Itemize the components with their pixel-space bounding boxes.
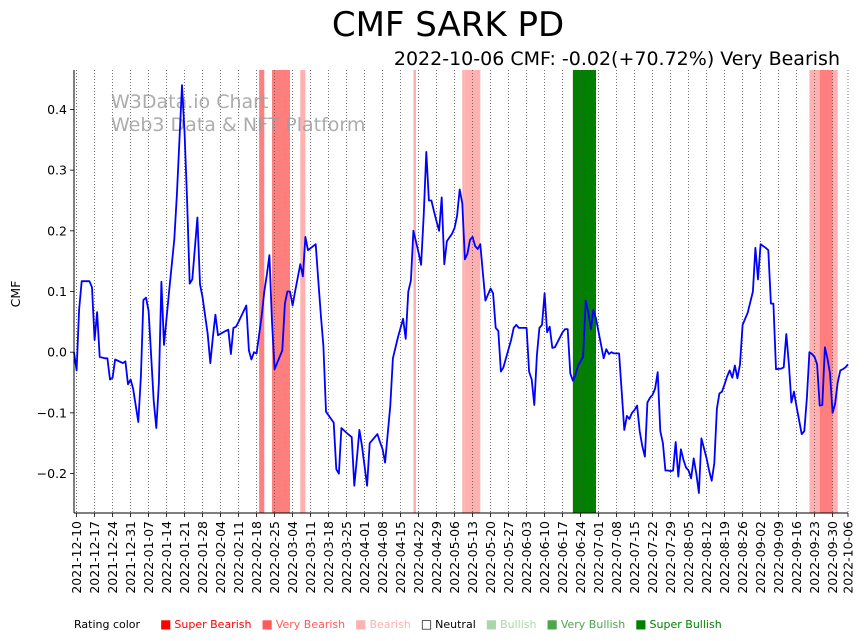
legend-swatch: ■ — [160, 617, 172, 631]
x-tick-label: 2022-02-11 — [231, 521, 246, 594]
x-tick-label: 2022-05-13 — [465, 521, 480, 594]
legend-label: Very Bearish — [275, 617, 346, 631]
x-tick-label: 2021-12-24 — [105, 521, 120, 594]
x-tick-label: 2022-09-30 — [825, 521, 840, 594]
legend-item: ■ Bearish — [355, 617, 411, 631]
x-tick-label: 2022-01-07 — [141, 521, 156, 594]
x-tick-label: 2022-03-18 — [321, 521, 336, 594]
x-tick-label: 2022-01-21 — [177, 521, 192, 594]
x-axis-ticks: 2021-12-10 2021-12-17 2021-12-24 2021-12-31… — [69, 513, 856, 594]
x-tick-label: 2022-06-24 — [573, 521, 588, 594]
vertical-grid — [76, 70, 849, 513]
rating-legend: Rating color ■ Super Bearish ■ Very Bearish… — [74, 617, 732, 631]
legend-label: Neutral — [435, 617, 476, 631]
x-tick-label: 2022-10-06 — [841, 521, 856, 594]
x-tick-label: 2022-09-16 — [789, 521, 804, 594]
x-tick-label: 2022-02-25 — [267, 521, 282, 594]
x-tick-label: 2022-07-01 — [591, 521, 606, 594]
legend-swatch: ■ — [261, 617, 273, 631]
y-tick-label: 0.1 — [47, 284, 67, 299]
legend-swatch: □ — [420, 617, 433, 631]
y-tick-label: 0.4 — [47, 102, 67, 117]
x-tick-label: 2022-03-25 — [339, 521, 354, 594]
x-tick-label: 2022-07-29 — [663, 521, 678, 594]
x-tick-label: 2021-12-31 — [123, 521, 138, 594]
x-tick-label: 2022-07-22 — [645, 521, 660, 594]
rating-band-bearish — [464, 70, 481, 513]
legend-caption: Rating color — [74, 617, 141, 631]
x-tick-label: 2022-05-27 — [501, 521, 516, 594]
legend-item: □ Neutral — [421, 617, 476, 631]
y-axis-ticks: −0.2 −0.1 0.0 0.1 0.2 0.3 0.4 — [37, 102, 74, 481]
y-tick-label: −0.2 — [37, 466, 67, 481]
y-tick-label: 0.0 — [47, 345, 67, 360]
y-axis-label: CMF — [8, 281, 23, 308]
x-tick-label: 2022-03-04 — [285, 521, 300, 594]
rating-band-bearish — [809, 70, 820, 513]
y-tick-label: 0.3 — [47, 163, 67, 178]
legend-item: ■ Super Bearish — [160, 617, 251, 631]
x-tick-label: 2022-06-17 — [555, 521, 570, 594]
legend-label: Super Bearish — [174, 617, 252, 631]
legend-swatch: ■ — [546, 617, 558, 631]
x-tick-label: 2022-09-23 — [807, 521, 822, 594]
x-tick-label: 2022-08-26 — [735, 521, 750, 594]
legend-items: ■ Super Bearish ■ Very Bearish ■ Bearish □ Neut… — [160, 617, 732, 631]
rating-band-bearish — [300, 70, 306, 513]
rating-band-bearish — [832, 70, 838, 513]
x-tick-label: 2022-08-19 — [717, 521, 732, 594]
legend-item: ■ Super Bullish — [635, 617, 721, 631]
rating-band-very-bearish — [819, 70, 833, 513]
chart-title: CMF SARK PD — [332, 5, 564, 45]
x-tick-label: 2022-09-02 — [753, 521, 768, 594]
axes — [73, 70, 848, 514]
x-tick-label: 2022-03-11 — [303, 521, 318, 594]
y-tick-label: −0.1 — [37, 405, 67, 420]
x-tick-label: 2022-01-14 — [159, 521, 174, 594]
x-tick-label: 2022-04-01 — [357, 521, 372, 594]
x-tick-label: 2022-04-15 — [393, 521, 408, 594]
legend-label: Very Bullish — [560, 617, 626, 631]
x-tick-label: 2022-02-18 — [249, 521, 264, 594]
legend-label: Bearish — [369, 617, 411, 631]
watermark-line-2: Web3 Data & NFT Platform — [111, 114, 365, 136]
x-tick-label: 2022-05-06 — [447, 521, 462, 594]
legend-item: ■ Very Bearish — [261, 617, 345, 631]
x-tick-label: 2021-12-10 — [69, 521, 84, 594]
x-tick-label: 2022-04-29 — [429, 521, 444, 594]
x-tick-label: 2022-09-09 — [771, 521, 786, 594]
legend-label: Super Bullish — [649, 617, 722, 631]
legend-swatch: ■ — [485, 617, 498, 631]
y-tick-label: 0.2 — [47, 223, 67, 238]
x-tick-label: 2022-06-10 — [537, 521, 552, 594]
legend-item: ■ Very Bullish — [547, 617, 626, 631]
legend-swatch: ■ — [635, 617, 647, 631]
rating-band-very-bearish — [259, 70, 265, 513]
x-tick-label: 2022-04-08 — [375, 521, 390, 594]
rating-band-very-bearish — [272, 70, 290, 513]
legend-swatch: ■ — [355, 617, 367, 631]
rating-bands — [259, 70, 838, 513]
cmf-series-line — [73, 84, 849, 494]
x-tick-label: 2022-06-03 — [519, 521, 534, 594]
rating-band-super-bullish — [572, 70, 596, 513]
chart-subtitle: 2022-10-06 CMF: -0.02(+70.72%) Very Bear… — [394, 48, 840, 70]
legend-label: Bullish — [500, 617, 537, 631]
rating-band-bearish — [413, 70, 416, 513]
watermark-line-1: W3Data.io Chart — [111, 91, 268, 113]
x-tick-label: 2021-12-17 — [87, 521, 102, 594]
x-tick-label: 2022-04-22 — [411, 521, 426, 594]
x-tick-label: 2022-02-04 — [213, 521, 228, 594]
x-tick-label: 2022-08-05 — [681, 521, 696, 594]
x-tick-label: 2022-01-28 — [195, 521, 210, 594]
x-tick-label: 2022-05-20 — [483, 521, 498, 594]
x-tick-label: 2022-08-12 — [699, 521, 714, 594]
legend-item: ■ Bullish — [486, 617, 537, 631]
x-tick-label: 2022-07-08 — [609, 521, 624, 594]
rating-band-bearish — [462, 70, 465, 513]
x-tick-label: 2022-07-15 — [627, 521, 642, 594]
